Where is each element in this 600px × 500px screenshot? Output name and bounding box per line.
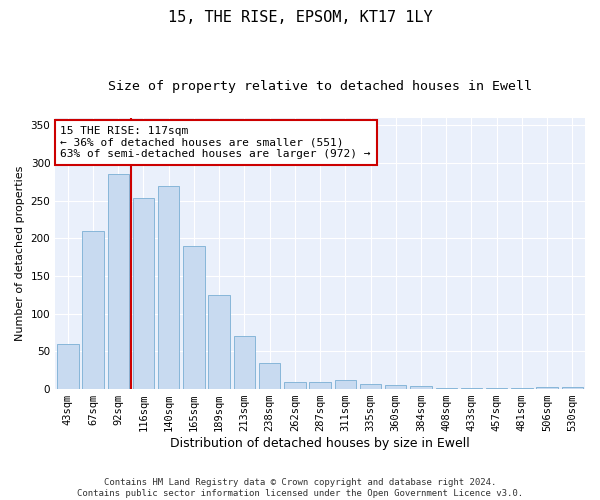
Bar — [360, 384, 381, 389]
Y-axis label: Number of detached properties: Number of detached properties — [15, 166, 25, 341]
Bar — [385, 386, 406, 389]
Bar — [410, 386, 432, 389]
Bar — [310, 382, 331, 389]
Bar — [133, 198, 154, 389]
Text: Contains HM Land Registry data © Crown copyright and database right 2024.
Contai: Contains HM Land Registry data © Crown c… — [77, 478, 523, 498]
Bar — [436, 388, 457, 389]
Title: Size of property relative to detached houses in Ewell: Size of property relative to detached ho… — [108, 80, 532, 93]
Bar — [461, 388, 482, 389]
Bar — [57, 344, 79, 389]
Bar — [562, 387, 583, 389]
Text: 15, THE RISE, EPSOM, KT17 1LY: 15, THE RISE, EPSOM, KT17 1LY — [167, 10, 433, 25]
Bar — [335, 380, 356, 389]
Bar — [511, 388, 533, 389]
Bar — [183, 246, 205, 389]
Bar — [536, 387, 558, 389]
Bar — [158, 186, 179, 389]
Bar — [233, 336, 255, 389]
Bar — [107, 174, 129, 389]
Bar — [208, 295, 230, 389]
X-axis label: Distribution of detached houses by size in Ewell: Distribution of detached houses by size … — [170, 437, 470, 450]
Text: 15 THE RISE: 117sqm
← 36% of detached houses are smaller (551)
63% of semi-detac: 15 THE RISE: 117sqm ← 36% of detached ho… — [61, 126, 371, 159]
Bar — [284, 382, 305, 389]
Bar — [486, 388, 508, 389]
Bar — [259, 362, 280, 389]
Bar — [82, 231, 104, 389]
